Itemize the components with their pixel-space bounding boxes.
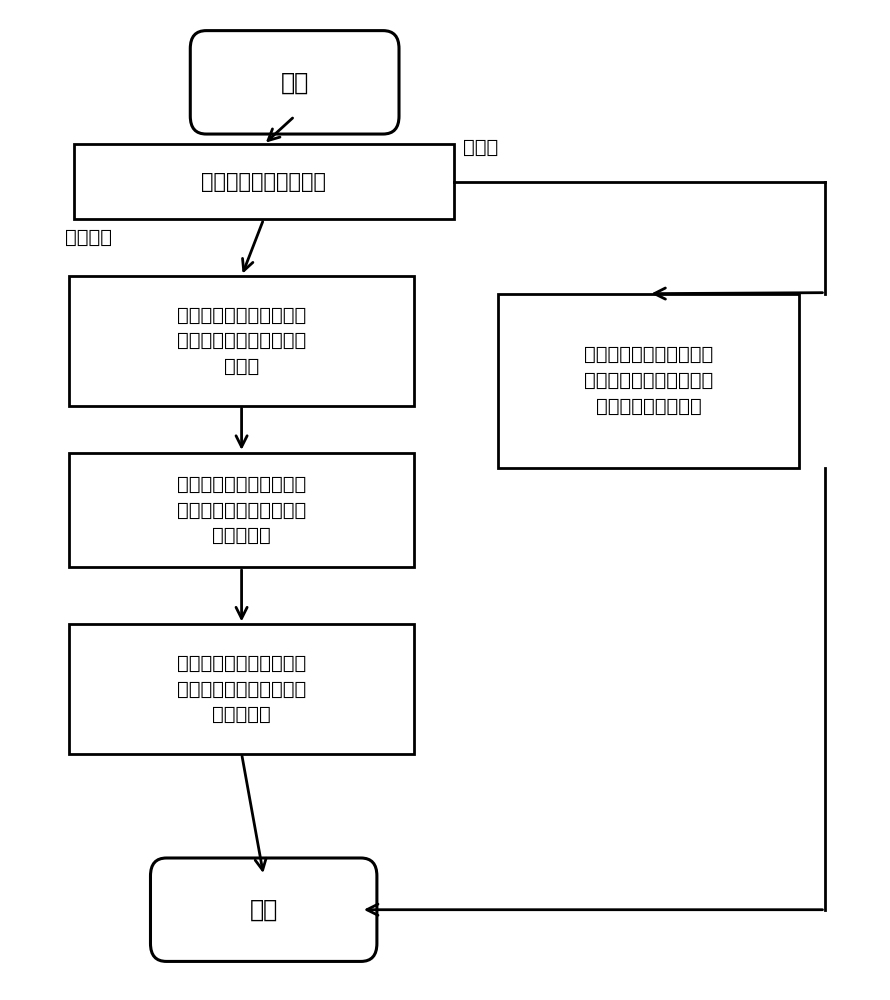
FancyBboxPatch shape [69,453,414,567]
Text: 非地面点进行基于密度的
自适应阈值距离，获得聚
类类别数目: 非地面点进行基于密度的 自适应阈值距离，获得聚 类类别数目 [177,475,306,545]
FancyBboxPatch shape [69,624,414,754]
Text: 结束: 结束 [249,898,278,922]
Text: 地面点: 地面点 [463,138,498,157]
Text: 构建代价函数，依据代价
值判断该点是否可以被选
为拓扑节点: 构建代价函数，依据代价 值判断该点是否可以被选 为拓扑节点 [177,654,306,724]
Text: 地面点和非地面点分割: 地面点和非地面点分割 [201,172,327,192]
Text: 非地面点: 非地面点 [65,228,111,247]
FancyBboxPatch shape [190,31,399,134]
FancyBboxPatch shape [69,276,414,406]
FancyBboxPatch shape [74,144,454,219]
FancyBboxPatch shape [150,858,376,961]
Text: 开始: 开始 [280,70,309,94]
Text: 快速分割算法，去除非地
面点中的离群点并计算场
景体积: 快速分割算法，去除非地 面点中的离群点并计算场 景体积 [177,306,306,376]
FancyBboxPatch shape [498,294,799,468]
Text: 进行弯角处和路口识别，
如果为弯角处或路口将该
位置设定为拓扑节点: 进行弯角处和路口识别， 如果为弯角处或路口将该 位置设定为拓扑节点 [584,345,713,416]
